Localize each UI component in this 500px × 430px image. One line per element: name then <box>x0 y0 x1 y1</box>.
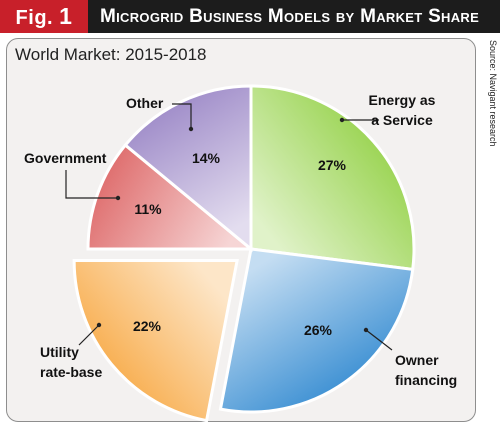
leader-line <box>172 103 192 129</box>
leader-line <box>65 170 118 199</box>
pie-slice-energy-as-a-service <box>249 84 416 272</box>
slice-category-label: Government <box>24 150 107 166</box>
pie-slice-other <box>123 84 253 253</box>
chart-subtitle: World Market: 2015-2018 <box>15 45 207 64</box>
chart-title: Microgrid Business Models by Market Shar… <box>100 6 480 27</box>
slice-category-label: Owner <box>395 352 439 368</box>
figure-number-tag: Fig. 1 <box>0 0 88 33</box>
slice-value-label: 11% <box>134 201 162 217</box>
leader-line <box>365 329 393 351</box>
figure-number: 1 <box>59 3 73 29</box>
slice-category-label: rate-base <box>40 364 102 380</box>
slice-category-label: Energy as <box>369 92 436 108</box>
pie-slice-owner-financing <box>218 247 415 414</box>
slice-value-label: 26% <box>304 322 333 338</box>
leader-dot <box>363 327 369 333</box>
leader-line <box>78 324 100 346</box>
slice-value-label: 22% <box>133 318 162 334</box>
slice-value-label: 27% <box>318 157 347 173</box>
pie-slice-government <box>86 142 256 251</box>
figure-prefix: Fig. <box>15 7 54 29</box>
slice-category-label: Utility <box>40 344 79 360</box>
slice-value-label: 14% <box>192 150 221 166</box>
pie-slice-utility-rate-base <box>72 258 239 423</box>
slice-category-label: financing <box>395 372 457 388</box>
source-credit: Source: Navigant research <box>488 40 498 147</box>
leader-dot <box>188 126 194 132</box>
leader-dot <box>339 117 345 123</box>
figure-header: Fig. 1 Microgrid Business Models by Mark… <box>0 0 500 33</box>
slice-category-label: a Service <box>371 112 433 128</box>
leader-dot <box>115 195 121 201</box>
slice-category-label: Other <box>126 95 164 111</box>
leader-dot <box>96 322 102 328</box>
